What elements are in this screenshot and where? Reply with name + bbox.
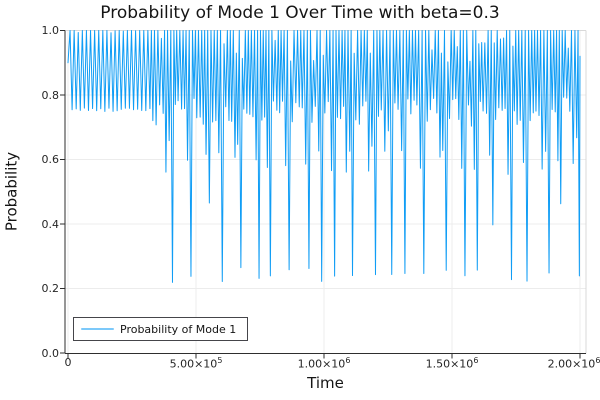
x-tick-label: 1.00×106 [297,356,351,371]
x-tick-label: 1.50×106 [425,356,479,371]
x-axis-label: Time [307,374,344,392]
y-tick-label: 0.6 [41,153,60,166]
y-tick-label: 0.2 [41,282,60,295]
x-tick-label: 2.00×106 [547,356,600,371]
y-tick-label: 0.4 [41,217,60,231]
series-line-probability-of-mode-1 [67,30,581,283]
legend-line-sample [81,328,114,330]
chart-title: Probability of Mode 1 Over Time with bet… [100,3,500,23]
x-tick-label: 5.00×105 [169,356,223,371]
legend-label: Probability of Mode 1 [120,322,237,336]
y-tick-label: 0.8 [41,88,60,102]
legend: Probability of Mode 1 [73,317,248,341]
y-tick-label: 1.0 [41,24,60,37]
y-tick-label: 0.0 [41,346,60,360]
x-tick-label: 0 [64,356,72,369]
